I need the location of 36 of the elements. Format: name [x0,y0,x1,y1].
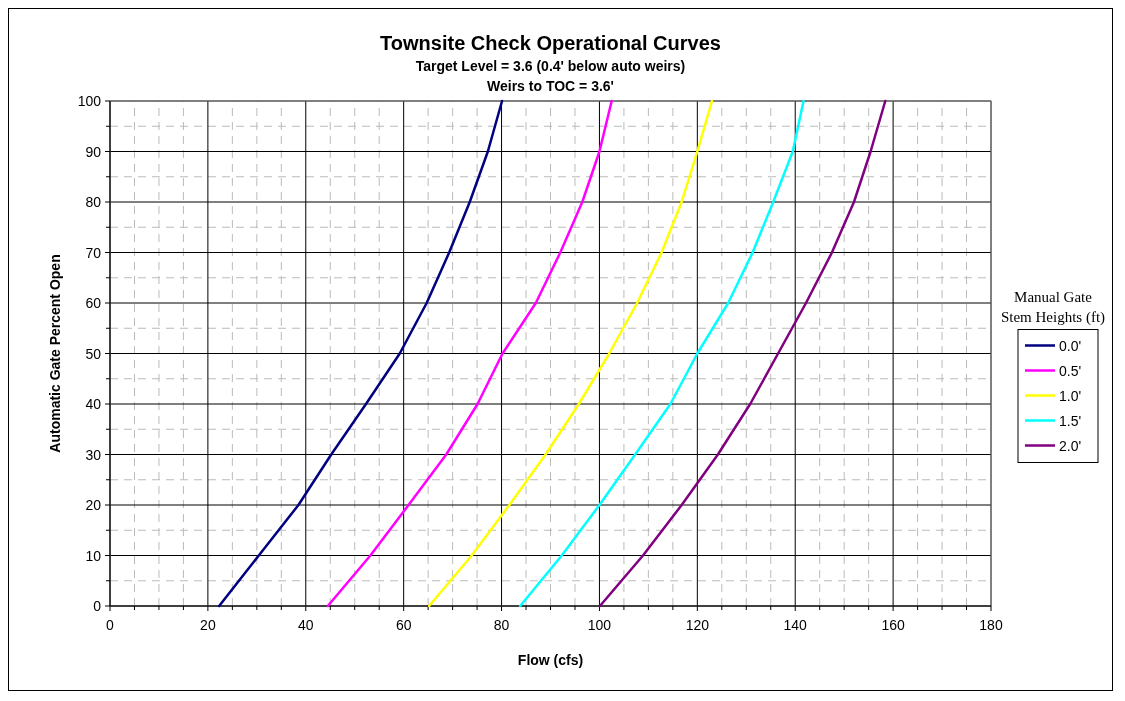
x-tick-label: 40 [297,617,314,633]
x-tick-label: 0 [106,617,115,633]
y-tick-label: 50 [85,345,102,362]
y-tick-label: 90 [85,143,102,160]
y-tick-label: 20 [85,497,102,513]
line-series [518,99,805,608]
line-series [326,99,613,608]
y-tick-label: 70 [85,244,102,261]
y-tick-label: 0 [93,598,102,614]
x-axis-title: Flow (cfs) [517,652,584,668]
x-tick-label: 100 [587,617,612,633]
legend-label: 2.0' [1059,437,1082,454]
legend-label: 1.0' [1059,387,1082,404]
x-tick-label: 180 [979,617,1003,633]
x-tick-label: 60 [395,617,412,633]
legend-label: 0.5' [1059,362,1082,379]
y-tick-label: 40 [85,396,102,412]
x-tick-label: 80 [493,617,510,633]
x-tick-label: 20 [200,617,216,633]
y-tick-label: 80 [85,194,102,210]
x-tick-label: 140 [783,617,808,633]
line-series [217,99,504,608]
y-tick-label: 30 [85,446,102,463]
legend-label: 0.0' [1059,337,1082,354]
chart-title: Townsite Check Operational Curves [380,32,721,54]
chart-subtitle: Target Level = 3.6 (0.4' below auto weirs) Weirs to TOC = 3.6' [415,58,686,94]
x-tick-label: 160 [881,617,905,633]
y-axis-title: Automatic Gate Percent Open [47,254,63,453]
legend-title: Manual Gate Stem Heights (ft) [1000,288,1106,326]
y-tick-label: 100 [77,93,102,109]
x-tick-label: 120 [685,617,710,633]
y-tick-label: 10 [85,547,102,564]
y-tick-label: 60 [85,295,102,311]
legend-label: 1.5' [1059,412,1082,429]
line-series [598,99,887,608]
line-series [427,99,714,608]
